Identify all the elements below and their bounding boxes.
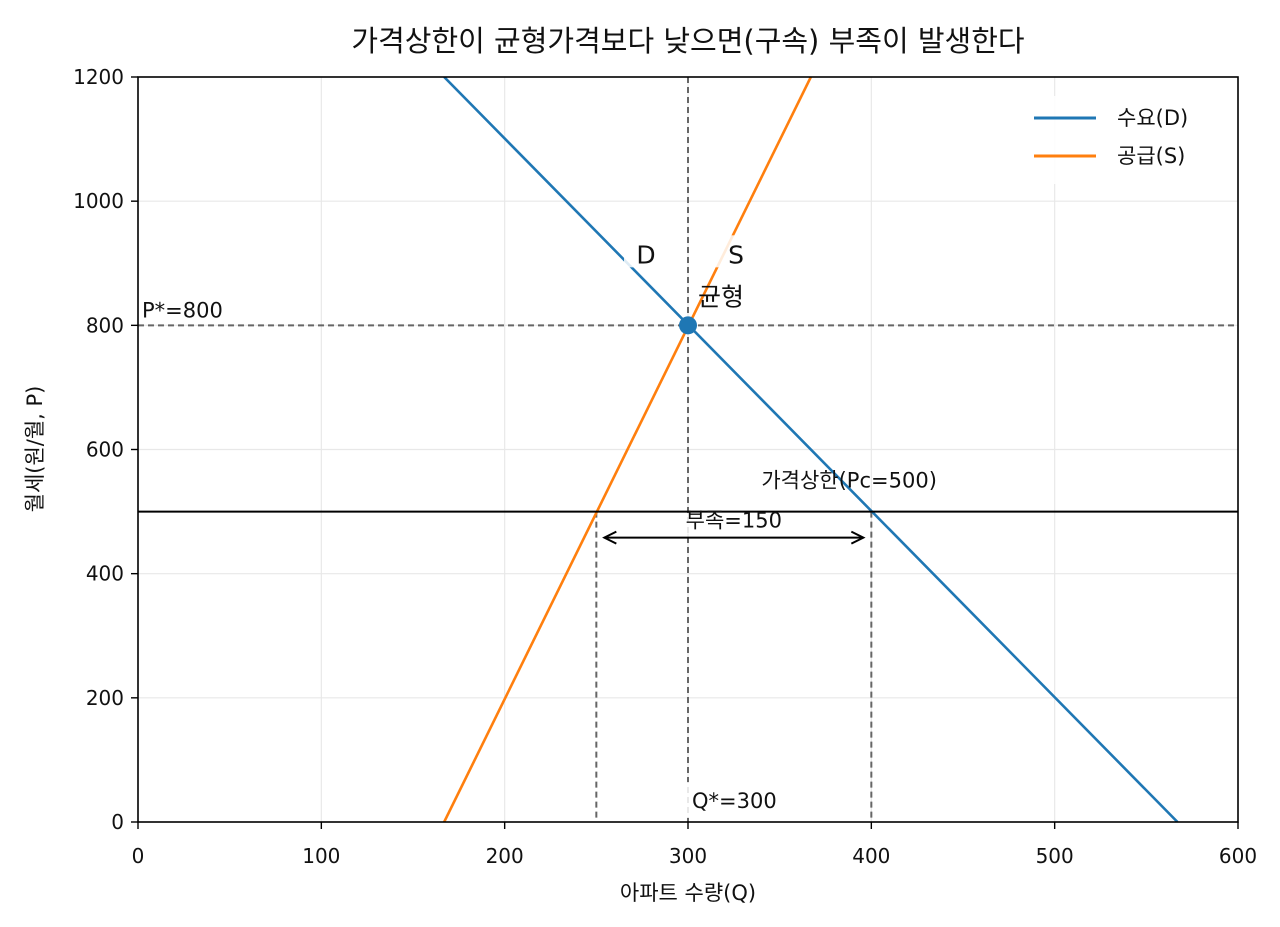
y-tick-label: 600: [86, 438, 124, 462]
shortage-label-background: [671, 513, 796, 534]
demand-curve-label-background: [624, 235, 664, 268]
supply-series-line: [443, 77, 812, 822]
demand-curve-label: D: [636, 240, 655, 269]
y-tick-label: 400: [86, 562, 124, 586]
legend: 수요(D) 공급(S): [1018, 96, 1226, 184]
y-tick-label: 1200: [73, 65, 124, 89]
y-tick-label: 800: [86, 313, 124, 337]
x-tick-label: 500: [1036, 844, 1074, 868]
x-tick-label: 100: [302, 844, 340, 868]
q-star-label: Q*=300: [692, 789, 777, 813]
shortage-arrow: [602, 530, 866, 545]
x-tick-label: 600: [1219, 844, 1257, 868]
q-star-label-background: [682, 782, 808, 818]
y-tick-label: 1000: [73, 189, 124, 213]
y-tick-label: 200: [86, 686, 124, 710]
supply-curve-label: S: [728, 240, 744, 269]
y-axis-title: 월세(원/월, P): [23, 386, 47, 513]
y-tick-label: 0: [111, 810, 124, 834]
x-tick-label: 400: [852, 844, 890, 868]
x-tick-label: 300: [669, 844, 707, 868]
legend-supply-label: 공급(S): [1117, 144, 1185, 168]
demand-series-line: [443, 77, 1179, 822]
equilibrium-point: [679, 316, 697, 335]
x-axis: 0 100 200 300 400 500 600: [132, 822, 1257, 868]
p-star-label: P*=800: [142, 298, 223, 322]
supply-curve-label-background: [716, 235, 756, 268]
shortage-label: 부족=150: [686, 509, 782, 533]
equilibrium-label: 균형: [698, 282, 744, 311]
x-tick-label: 200: [486, 844, 524, 868]
x-tick-label: 0: [132, 844, 145, 868]
price-ceiling-label: 가격상한(Pc=500): [761, 469, 937, 493]
shortage-arrow-right-head: [850, 530, 866, 545]
x-axis-title: 아파트 수량(Q): [620, 881, 756, 905]
shortage-arrow-left-head: [602, 530, 617, 545]
legend-demand-label: 수요(D): [1117, 106, 1188, 130]
chart-title: 가격상한이 균형가격보다 낮으면(구속) 부족이 발생한다: [351, 24, 1024, 58]
y-axis: 0 200 400 600 800 1000 1200: [73, 65, 138, 834]
p-star-label-background: [132, 287, 262, 324]
